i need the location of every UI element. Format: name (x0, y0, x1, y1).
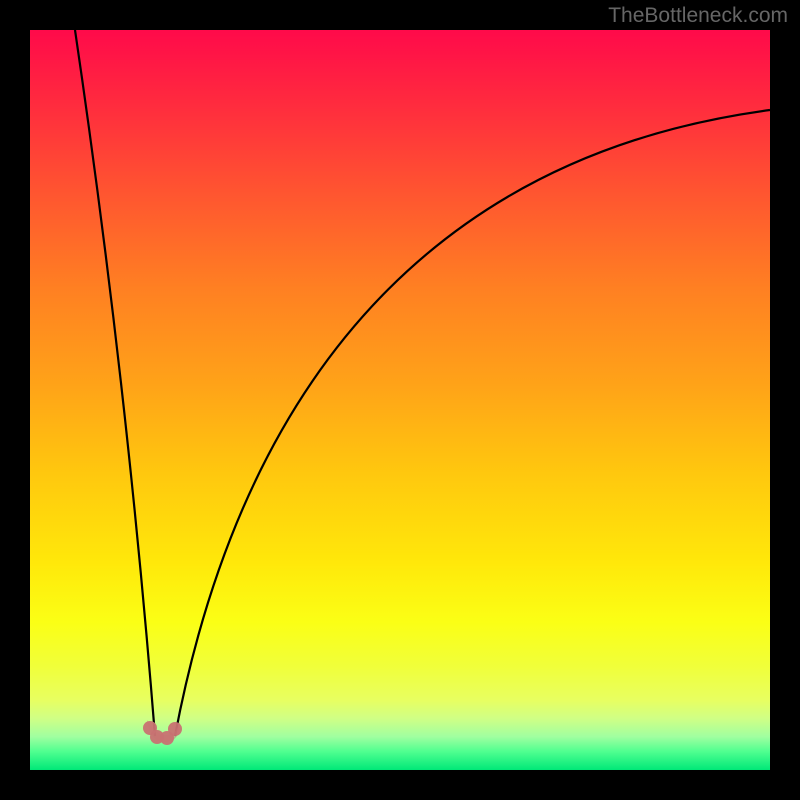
trough-marker (168, 722, 182, 736)
plot-background (30, 30, 770, 770)
chart-container: TheBottleneck.com (0, 0, 800, 800)
watermark-text: TheBottleneck.com (608, 4, 788, 28)
bottleneck-chart (0, 0, 800, 800)
